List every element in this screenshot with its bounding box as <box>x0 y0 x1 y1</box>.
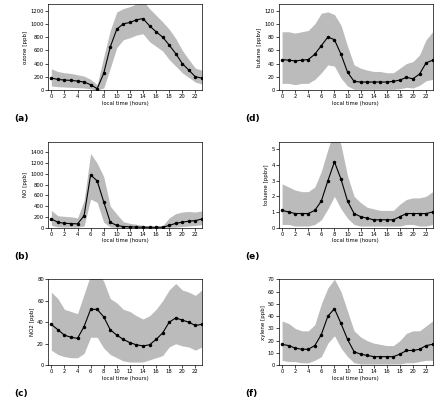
X-axis label: local time (hours): local time (hours) <box>333 376 379 381</box>
Text: (f): (f) <box>245 389 257 397</box>
X-axis label: local time (hours): local time (hours) <box>333 238 379 243</box>
Y-axis label: NO2 [ppb]: NO2 [ppb] <box>30 308 35 337</box>
Y-axis label: ozone [ppb]: ozone [ppb] <box>23 31 28 64</box>
Text: (e): (e) <box>245 252 259 261</box>
X-axis label: local time (hours): local time (hours) <box>102 238 148 243</box>
Y-axis label: butane [ppbv]: butane [ppbv] <box>257 27 263 67</box>
Text: (b): (b) <box>14 252 29 261</box>
Text: (c): (c) <box>14 389 28 397</box>
Y-axis label: xylene [ppb]: xylene [ppb] <box>261 305 266 340</box>
X-axis label: local time (hours): local time (hours) <box>102 100 148 106</box>
Text: (d): (d) <box>245 114 260 123</box>
X-axis label: local time (hours): local time (hours) <box>333 100 379 106</box>
Y-axis label: NO [ppb]: NO [ppb] <box>23 172 28 197</box>
X-axis label: local time (hours): local time (hours) <box>102 376 148 381</box>
Text: (a): (a) <box>14 114 28 123</box>
Y-axis label: toluene [ppbv]: toluene [ppbv] <box>264 164 269 205</box>
